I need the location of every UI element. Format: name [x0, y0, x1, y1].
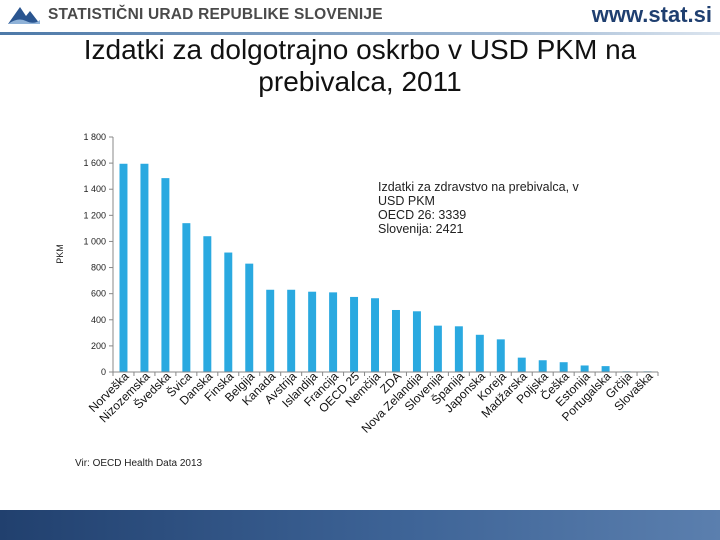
y-tick-label: 1 400 — [83, 184, 106, 194]
bar — [580, 365, 589, 372]
header-divider — [0, 32, 720, 35]
bar — [287, 289, 296, 372]
bar — [308, 291, 317, 372]
bar — [391, 309, 400, 372]
bar — [224, 252, 233, 372]
bar — [496, 339, 505, 372]
annotation-line-2: USD PKM — [378, 194, 435, 208]
bar — [412, 311, 421, 372]
bar — [517, 357, 526, 372]
y-tick-label: 600 — [91, 289, 106, 299]
bar — [161, 178, 170, 372]
bar — [433, 325, 442, 372]
annotation-line-1: Izdatki za zdravstvo na prebivalca, v — [378, 180, 579, 194]
chart-title: Izdatki za dolgotrajno oskrbo v USD PKM … — [83, 34, 637, 97]
y-tick-label: 1 000 — [83, 236, 106, 246]
bar — [454, 326, 463, 372]
y-tick-label: 0 — [101, 367, 106, 377]
y-axis-label: PKM — [55, 244, 65, 264]
y-tick-label: 400 — [91, 315, 106, 325]
bar — [140, 163, 149, 372]
bar — [182, 223, 191, 372]
y-axis: 0 200 400 600 800 1 000 1 200 1 400 1 600 1 800 — [83, 132, 114, 377]
footer-bar — [0, 510, 720, 540]
bar — [245, 263, 254, 372]
y-tick-label: 1 600 — [83, 158, 106, 168]
y-tick-label: 800 — [91, 263, 106, 273]
bar — [538, 360, 547, 372]
y-tick-label: 1 800 — [83, 132, 106, 142]
x-axis: NorveškaNizozemskaŠvedskaŠvicaDanskaFins… — [86, 368, 659, 436]
annotation-line-3: OECD 26: 3339 — [378, 208, 467, 222]
header: STATISTIČNI URAD REPUBLIKE SLOVENIJE www… — [0, 0, 720, 35]
bar — [475, 334, 484, 372]
bar — [329, 292, 338, 372]
bar-series — [119, 163, 652, 372]
chart-annotation: Izdatki za zdravstvo na prebivalca, v US… — [378, 180, 638, 236]
y-tick-label: 1 200 — [83, 210, 106, 220]
annotation-line-4: Slovenija: 2421 — [378, 222, 464, 236]
bar — [559, 362, 568, 372]
bar — [601, 366, 610, 372]
y-tick-label: 200 — [91, 341, 106, 351]
bar — [203, 236, 212, 372]
bar — [266, 289, 275, 372]
site-url-link[interactable]: www.stat.si — [591, 2, 712, 27]
bar — [119, 163, 128, 372]
source-note: Vir: OECD Health Data 2013 — [75, 458, 203, 469]
bar — [371, 298, 380, 372]
organization-name: STATISTIČNI URAD REPUBLIKE SLOVENIJE — [48, 6, 383, 23]
sursi-logo-icon — [6, 4, 42, 26]
bar — [350, 296, 359, 372]
